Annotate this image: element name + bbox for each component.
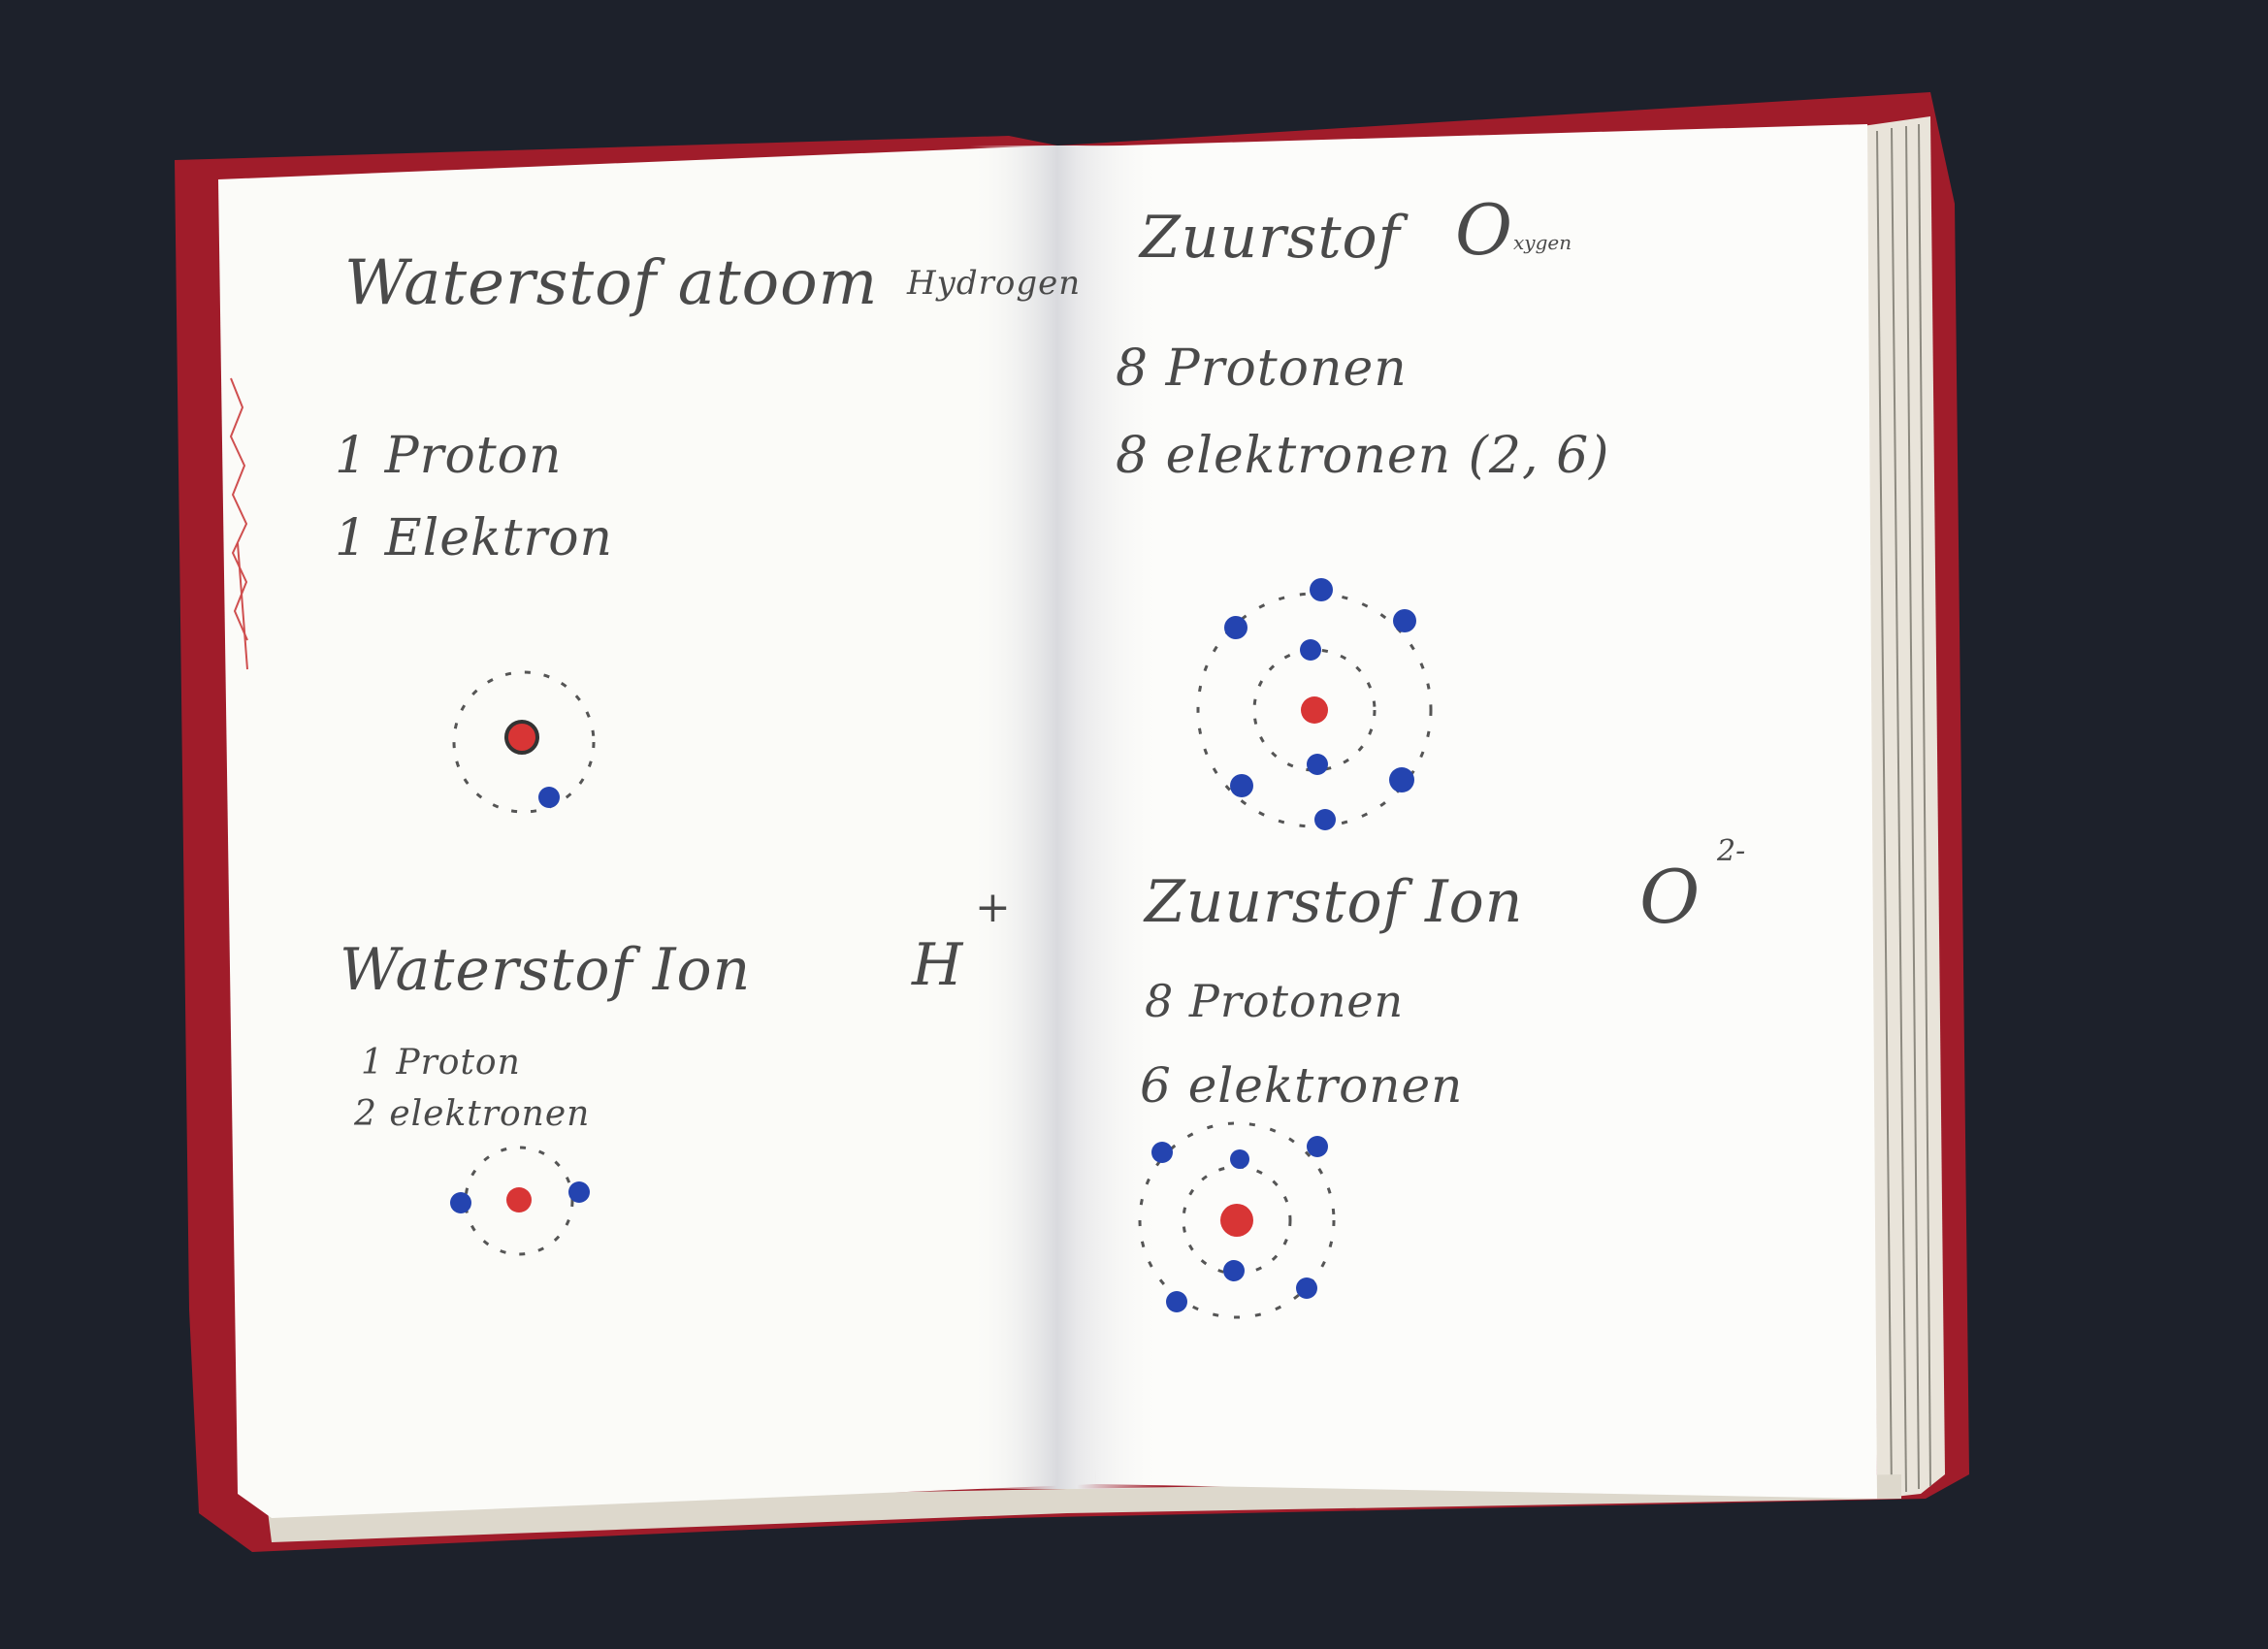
hydrogen-ion-title: Waterstof Ion: [340, 936, 752, 1004]
oxygen-fact-protons: 8 Protonen: [1116, 340, 1408, 398]
hydrogen-atom-drawing: [452, 670, 596, 814]
page-stack-lines: [1876, 123, 1931, 1495]
left-page: [218, 146, 1096, 1518]
oxygen-ion-fact-electrons: 6 elektronen: [1140, 1057, 1464, 1114]
oxygen-ion-fact-protons: 8 Protonen: [1145, 975, 1405, 1027]
gutter-shadow: [970, 146, 1164, 1489]
hydrogen-ion-symbol: H: [912, 931, 964, 999]
hydrogen-title-extra: Hydrogen: [907, 264, 1082, 303]
hydrogen-ion-fact-electrons: 2 elektronen: [354, 1094, 591, 1134]
oxygen-atom-drawing: [1196, 578, 1433, 830]
hydrogen-ion-drawing: [450, 1146, 590, 1256]
oxygen-ion-charge: 2-: [1717, 834, 1746, 868]
hydrogen-ion-fact-protons: 1 Proton: [361, 1043, 521, 1083]
oxygen-symbol-extra: xygen: [1513, 231, 1572, 254]
margin-scribbles: [229, 377, 248, 670]
hydrogen-title: Waterstof atoom: [344, 247, 879, 319]
page-stack-edge: [1863, 116, 1945, 1499]
hydrogen-fact-electrons: 1 Elektron: [335, 509, 614, 567]
oxygen-symbol: O: [1455, 189, 1514, 271]
hydrogen-ion-charge: +: [975, 883, 1011, 932]
right-page: [1053, 124, 1877, 1499]
oxygen-fact-electrons: 8 elektronen (2, 6): [1116, 427, 1610, 485]
oxygen-ion-symbol: O: [1639, 854, 1701, 940]
oxygen-ion-title: Zuurstof Ion: [1145, 868, 1524, 936]
oxygen-ion-drawing: [1138, 1121, 1336, 1319]
hydrogen-fact-protons: 1 Proton: [335, 427, 563, 485]
oxygen-title: Zuurstof: [1140, 204, 1401, 272]
